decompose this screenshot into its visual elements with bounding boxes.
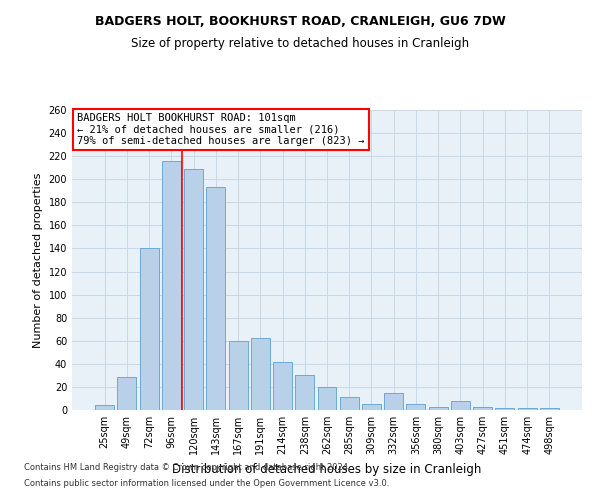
X-axis label: Distribution of detached houses by size in Cranleigh: Distribution of detached houses by size …	[172, 462, 482, 475]
Bar	[406, 404, 425, 410]
Bar	[518, 408, 536, 410]
Bar	[140, 248, 158, 410]
Bar	[362, 404, 381, 410]
Bar	[206, 188, 225, 410]
Bar	[540, 408, 559, 410]
Text: Contains public sector information licensed under the Open Government Licence v3: Contains public sector information licen…	[24, 478, 389, 488]
Bar	[473, 406, 492, 410]
Bar	[496, 408, 514, 410]
Bar	[317, 387, 337, 410]
Bar	[251, 338, 270, 410]
Bar	[384, 392, 403, 410]
Text: BADGERS HOLT BOOKHURST ROAD: 101sqm
← 21% of detached houses are smaller (216)
7: BADGERS HOLT BOOKHURST ROAD: 101sqm ← 21…	[77, 113, 365, 146]
Text: Size of property relative to detached houses in Cranleigh: Size of property relative to detached ho…	[131, 38, 469, 51]
Bar	[184, 169, 203, 410]
Bar	[340, 398, 359, 410]
Bar	[118, 376, 136, 410]
Bar	[95, 406, 114, 410]
Bar	[162, 161, 181, 410]
Bar	[229, 341, 248, 410]
Bar	[295, 376, 314, 410]
Text: BADGERS HOLT, BOOKHURST ROAD, CRANLEIGH, GU6 7DW: BADGERS HOLT, BOOKHURST ROAD, CRANLEIGH,…	[95, 15, 505, 28]
Bar	[451, 401, 470, 410]
Text: Contains HM Land Registry data © Crown copyright and database right 2024.: Contains HM Land Registry data © Crown c…	[24, 464, 350, 472]
Bar	[429, 406, 448, 410]
Bar	[273, 362, 292, 410]
Y-axis label: Number of detached properties: Number of detached properties	[33, 172, 43, 348]
